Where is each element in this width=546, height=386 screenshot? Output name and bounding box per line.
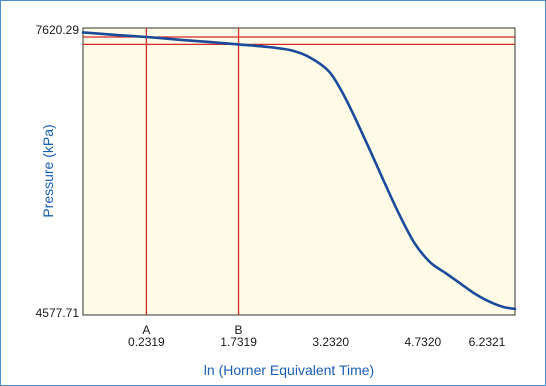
series-line-0: [81, 31, 517, 311]
x-tick-label-2: 3.2320: [312, 335, 349, 349]
plot-area: [82, 27, 516, 316]
x-tick-labels: A0.2319 B1.7319 3.2320 4.7320 6.2321: [128, 323, 506, 349]
series-layer: [81, 31, 517, 311]
y-tick-label-0: 7620.29: [36, 23, 80, 37]
x-axis-title: ln (Horner Equivalent Time): [204, 362, 374, 378]
x-tick-label-0: 0.2319: [128, 335, 165, 349]
y-axis-title: Pressure (kPa): [40, 124, 56, 217]
y-tick-labels: 7620.29 4577.71: [36, 23, 80, 320]
y-tick-label-1: 4577.71: [36, 306, 80, 320]
x-tick-letter-0: A: [142, 323, 150, 337]
x-tick-label-1: 1.7319: [220, 335, 257, 349]
x-tick-label-4: 6.2321: [469, 335, 506, 349]
x-tick-letter-1: B: [235, 323, 243, 337]
x-tick-label-3: 4.7320: [404, 335, 441, 349]
